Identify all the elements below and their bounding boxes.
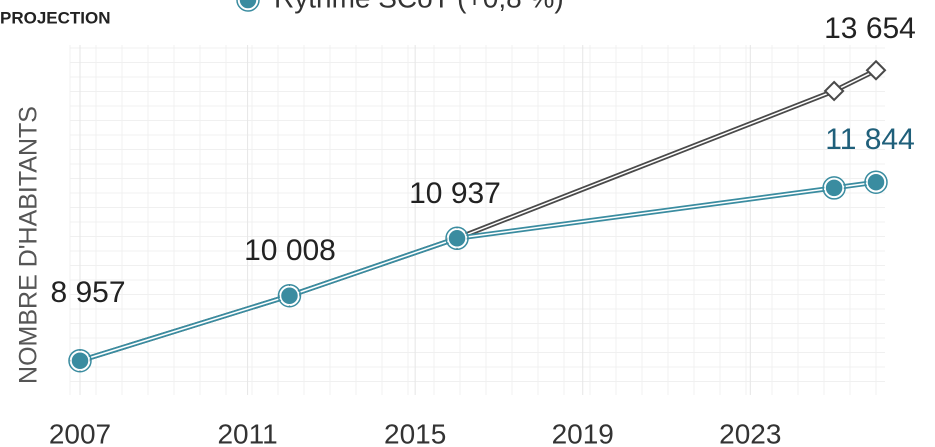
data-label: 10 008 (244, 234, 336, 267)
legend-label: Rythme SCoT (+0,8 %) (274, 0, 564, 13)
x-tick-label: 2015 (384, 418, 446, 447)
point (70, 350, 90, 371)
legend-marker (238, 0, 258, 10)
legend-marker-ring (236, 0, 260, 12)
data-label: 10 937 (409, 177, 501, 210)
point (824, 178, 844, 198)
point-ring (864, 170, 888, 194)
data-label: 8 957 (50, 276, 125, 309)
series-line (79, 68, 878, 364)
point-ring (68, 348, 92, 373)
y-axis-label: NOMBRE D'HABITANTS (15, 106, 43, 384)
point (279, 285, 300, 306)
point-ring (822, 176, 846, 200)
chart-title: PROJECTION (0, 8, 111, 27)
point (866, 172, 886, 192)
point-ring (445, 226, 469, 251)
data-label: 11 844 (825, 123, 915, 156)
series-line-inner (79, 69, 877, 362)
minor-grid (69, 45, 885, 395)
x-tick-label: 2007 (49, 418, 111, 447)
x-tick-label: 2023 (719, 418, 781, 447)
data-label: 13 654 (824, 12, 916, 45)
point (865, 59, 887, 81)
point (823, 80, 845, 102)
x-tick-label: 2019 (552, 418, 614, 447)
point (447, 228, 467, 249)
x-tick-label: 2011 (217, 418, 277, 447)
point-ring (277, 283, 302, 308)
